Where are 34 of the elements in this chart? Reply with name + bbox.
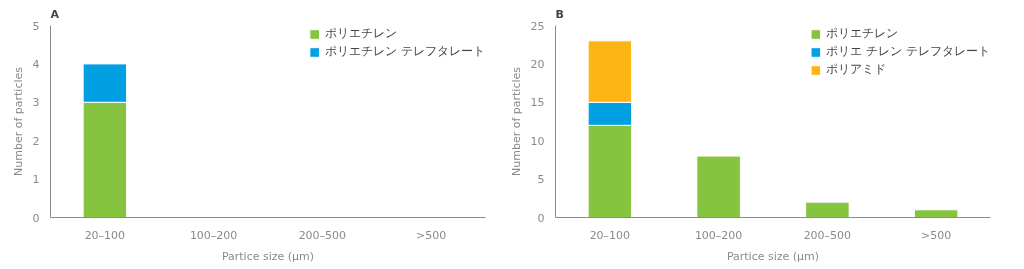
- legend-label: ポリエチレン テレフタレート: [325, 43, 485, 60]
- x-tick-label: 200–500: [298, 228, 347, 242]
- legend-label: ポリエチレン: [826, 25, 899, 42]
- y-tick-label: 3: [32, 96, 40, 110]
- y-tick-label: 10: [530, 134, 545, 148]
- y-tick-label: 5: [32, 19, 40, 33]
- y-tick-label: 20: [530, 57, 545, 71]
- x-tick-label: 100–200: [189, 228, 238, 242]
- x-axis-title: Partice size (μm): [221, 249, 315, 263]
- y-tick-label: 0: [537, 211, 545, 225]
- x-tick-label: 200–500: [803, 228, 852, 242]
- y-tick-label: 25: [530, 19, 545, 33]
- y-axis-title: Number of particles: [509, 66, 523, 176]
- y-tick-label: 5: [537, 173, 545, 187]
- x-tick-label: >500: [416, 228, 447, 242]
- legend-label: ポリアミド: [826, 61, 887, 78]
- y-tick-label: 2: [32, 134, 40, 148]
- y-axis-title: Number of particles: [11, 66, 25, 176]
- y-tick-label: 4: [32, 57, 40, 71]
- chart-title: B: [555, 7, 564, 21]
- x-tick-label: 20–100: [589, 228, 631, 242]
- legend-label: ポリエチレン: [325, 25, 398, 42]
- legend-label: ポリエ チレン テレフタレート: [826, 43, 990, 60]
- x-tick-label: 100–200: [694, 228, 743, 242]
- y-tick-label: 15: [530, 96, 545, 110]
- x-axis-title: Partice size (μm): [726, 249, 820, 263]
- bar: [696, 155, 741, 218]
- y-tick-label: 0: [32, 211, 40, 225]
- chart-title: A: [50, 7, 60, 21]
- y-tick-label: 1: [32, 173, 40, 187]
- x-tick-label: >500: [921, 228, 952, 242]
- bar: [913, 209, 959, 218]
- bar: [805, 201, 850, 218]
- x-tick-label: 20–100: [84, 228, 126, 242]
